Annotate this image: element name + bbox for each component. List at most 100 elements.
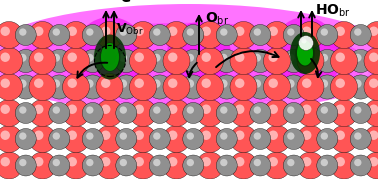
Circle shape — [135, 157, 144, 166]
Circle shape — [189, 83, 194, 88]
Circle shape — [119, 28, 127, 36]
Circle shape — [219, 79, 228, 88]
Circle shape — [235, 157, 245, 166]
Circle shape — [86, 159, 93, 166]
Ellipse shape — [252, 80, 268, 94]
Circle shape — [330, 74, 358, 100]
Circle shape — [249, 49, 272, 72]
Circle shape — [19, 28, 26, 36]
Circle shape — [364, 125, 378, 153]
Ellipse shape — [297, 40, 313, 66]
Circle shape — [15, 25, 36, 45]
Circle shape — [369, 79, 378, 88]
Circle shape — [254, 132, 261, 140]
Circle shape — [19, 159, 26, 166]
Circle shape — [297, 21, 324, 49]
Circle shape — [369, 157, 378, 166]
Circle shape — [153, 106, 161, 114]
Circle shape — [215, 75, 239, 99]
Circle shape — [89, 83, 93, 88]
Circle shape — [130, 74, 156, 100]
Circle shape — [96, 152, 123, 179]
Circle shape — [263, 74, 291, 100]
Circle shape — [317, 155, 338, 176]
Circle shape — [364, 21, 378, 49]
Ellipse shape — [104, 49, 116, 65]
Circle shape — [250, 155, 271, 176]
Circle shape — [220, 132, 228, 140]
Circle shape — [49, 103, 70, 124]
Circle shape — [323, 83, 328, 88]
Circle shape — [149, 155, 170, 176]
Circle shape — [283, 129, 304, 149]
Circle shape — [268, 130, 278, 140]
Circle shape — [302, 130, 311, 140]
Circle shape — [364, 152, 378, 179]
Circle shape — [14, 75, 38, 99]
Circle shape — [62, 125, 90, 153]
Circle shape — [336, 52, 345, 62]
Circle shape — [86, 28, 93, 36]
Circle shape — [256, 83, 261, 88]
Circle shape — [53, 132, 60, 140]
Circle shape — [316, 49, 339, 72]
Circle shape — [49, 25, 70, 45]
Circle shape — [230, 152, 257, 179]
Circle shape — [186, 54, 194, 62]
Circle shape — [148, 75, 172, 99]
Circle shape — [0, 74, 23, 100]
Circle shape — [153, 159, 161, 166]
Circle shape — [187, 81, 200, 93]
Circle shape — [263, 21, 291, 49]
Circle shape — [149, 103, 170, 124]
Circle shape — [49, 155, 70, 176]
Ellipse shape — [11, 23, 367, 105]
Circle shape — [187, 159, 194, 166]
Ellipse shape — [18, 80, 34, 94]
Circle shape — [115, 49, 138, 72]
Circle shape — [135, 79, 144, 88]
Circle shape — [15, 129, 36, 149]
Circle shape — [336, 157, 345, 166]
Circle shape — [29, 125, 56, 153]
Circle shape — [81, 49, 104, 72]
Circle shape — [216, 103, 237, 124]
Circle shape — [350, 155, 371, 176]
Circle shape — [254, 81, 267, 93]
Circle shape — [201, 130, 211, 140]
Circle shape — [163, 74, 190, 100]
Circle shape — [0, 157, 10, 166]
Circle shape — [297, 100, 324, 127]
Circle shape — [268, 52, 278, 62]
Circle shape — [302, 26, 311, 36]
Circle shape — [0, 21, 23, 49]
Circle shape — [168, 52, 177, 62]
Circle shape — [315, 75, 339, 99]
Circle shape — [235, 52, 245, 62]
Circle shape — [29, 47, 56, 74]
Circle shape — [34, 157, 43, 166]
Circle shape — [317, 129, 338, 149]
Circle shape — [330, 125, 358, 153]
Circle shape — [48, 49, 71, 72]
Ellipse shape — [300, 46, 310, 60]
Circle shape — [254, 159, 261, 166]
Circle shape — [119, 159, 127, 166]
Circle shape — [96, 100, 123, 127]
Ellipse shape — [9, 34, 369, 104]
Circle shape — [321, 132, 328, 140]
Circle shape — [181, 75, 205, 99]
Circle shape — [282, 75, 306, 99]
Circle shape — [197, 74, 223, 100]
Circle shape — [336, 26, 345, 36]
Circle shape — [349, 49, 372, 72]
Ellipse shape — [166, 22, 231, 92]
Ellipse shape — [118, 80, 134, 94]
Circle shape — [62, 47, 90, 74]
Circle shape — [354, 28, 361, 36]
Circle shape — [369, 105, 378, 114]
Circle shape — [263, 47, 291, 74]
Circle shape — [82, 129, 103, 149]
Circle shape — [182, 49, 205, 72]
Circle shape — [135, 52, 144, 62]
